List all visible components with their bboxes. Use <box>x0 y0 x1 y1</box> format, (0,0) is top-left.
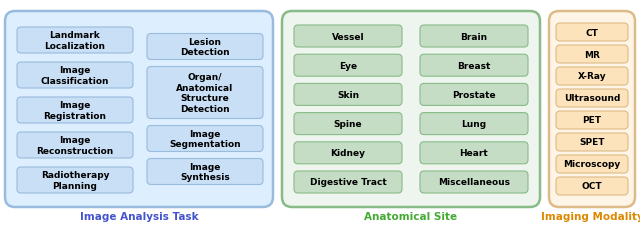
FancyBboxPatch shape <box>282 12 540 207</box>
FancyBboxPatch shape <box>556 46 628 64</box>
FancyBboxPatch shape <box>556 68 628 86</box>
Text: Kidney: Kidney <box>330 149 365 157</box>
Text: Digestive Tract: Digestive Tract <box>310 178 387 187</box>
Text: Image
Synthesis: Image Synthesis <box>180 162 230 181</box>
FancyBboxPatch shape <box>294 113 402 135</box>
Text: Image
Segmentation: Image Segmentation <box>169 129 241 148</box>
Text: CT: CT <box>586 28 598 37</box>
FancyBboxPatch shape <box>294 171 402 193</box>
Text: PET: PET <box>582 116 602 125</box>
FancyBboxPatch shape <box>556 112 628 129</box>
Text: Radiotherapy
Planning: Radiotherapy Planning <box>41 171 109 190</box>
Text: Lesion
Detection: Lesion Detection <box>180 38 230 57</box>
FancyBboxPatch shape <box>556 133 628 151</box>
FancyBboxPatch shape <box>147 67 263 119</box>
Text: Anatomical Site: Anatomical Site <box>364 211 458 221</box>
FancyBboxPatch shape <box>17 63 133 89</box>
Text: Image
Reconstruction: Image Reconstruction <box>36 136 114 155</box>
FancyBboxPatch shape <box>420 171 528 193</box>
Text: Landmark
Localization: Landmark Localization <box>45 31 106 50</box>
FancyBboxPatch shape <box>294 26 402 48</box>
Text: Image
Registration: Image Registration <box>44 101 106 120</box>
FancyBboxPatch shape <box>147 159 263 185</box>
FancyBboxPatch shape <box>17 28 133 54</box>
Text: Prostate: Prostate <box>452 90 496 99</box>
FancyBboxPatch shape <box>17 167 133 193</box>
Text: Image Analysis Task: Image Analysis Task <box>80 211 198 221</box>
Text: Vessel: Vessel <box>332 32 364 41</box>
FancyBboxPatch shape <box>294 142 402 164</box>
Text: Brain: Brain <box>460 32 488 41</box>
FancyBboxPatch shape <box>147 34 263 60</box>
FancyBboxPatch shape <box>556 24 628 42</box>
Text: Ultrasound: Ultrasound <box>564 94 620 103</box>
Text: Miscellaneous: Miscellaneous <box>438 178 510 187</box>
Text: OCT: OCT <box>582 182 602 191</box>
Text: X-Ray: X-Ray <box>578 72 606 81</box>
FancyBboxPatch shape <box>294 84 402 106</box>
Text: Microscopy: Microscopy <box>563 160 621 169</box>
FancyBboxPatch shape <box>556 177 628 195</box>
Text: MR: MR <box>584 50 600 59</box>
FancyBboxPatch shape <box>556 155 628 173</box>
FancyBboxPatch shape <box>17 132 133 158</box>
FancyBboxPatch shape <box>420 26 528 48</box>
Text: Heart: Heart <box>460 149 488 157</box>
FancyBboxPatch shape <box>420 142 528 164</box>
Text: Skin: Skin <box>337 90 359 99</box>
FancyBboxPatch shape <box>549 12 635 207</box>
Text: Image
Classification: Image Classification <box>41 66 109 85</box>
Text: Imaging Modality: Imaging Modality <box>541 211 640 221</box>
Text: Eye: Eye <box>339 61 357 70</box>
FancyBboxPatch shape <box>17 98 133 124</box>
Text: Spine: Spine <box>333 119 362 128</box>
FancyBboxPatch shape <box>5 12 273 207</box>
FancyBboxPatch shape <box>147 126 263 152</box>
FancyBboxPatch shape <box>420 55 528 77</box>
Text: Breast: Breast <box>458 61 491 70</box>
FancyBboxPatch shape <box>420 84 528 106</box>
Text: SPET: SPET <box>579 138 605 147</box>
Text: Lung: Lung <box>461 119 486 128</box>
Text: Organ/
Anatomical
Structure
Detection: Organ/ Anatomical Structure Detection <box>177 73 234 113</box>
FancyBboxPatch shape <box>420 113 528 135</box>
FancyBboxPatch shape <box>294 55 402 77</box>
FancyBboxPatch shape <box>556 90 628 108</box>
